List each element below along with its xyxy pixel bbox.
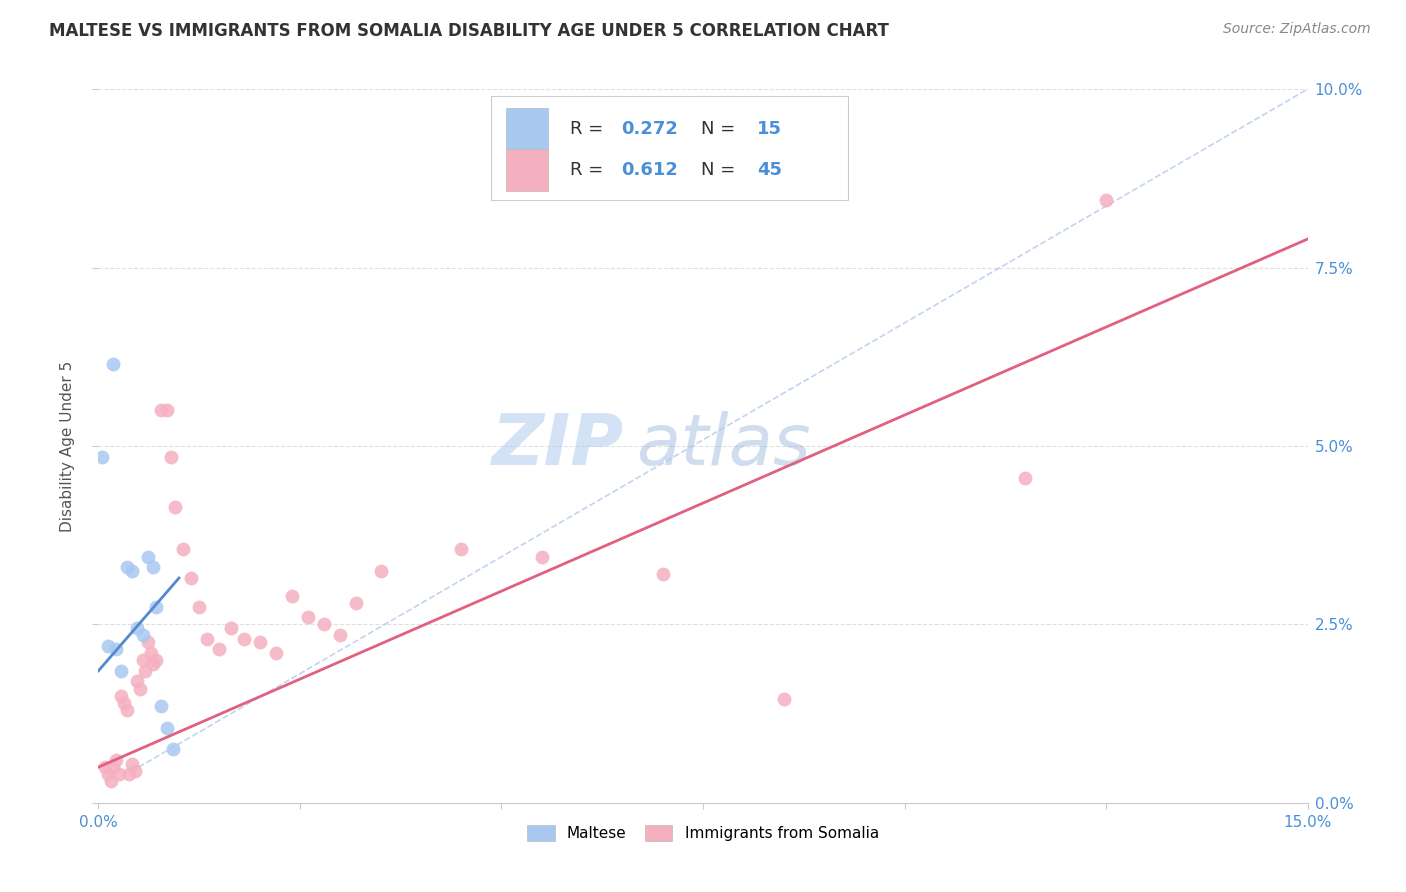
Point: [110, 689, 132, 703]
Point: [101, 760, 124, 774]
Point: [112, 696, 135, 710]
Text: MALTESE VS IMMIGRANTS FROM SOMALIA DISABILITY AGE UNDER 5 CORRELATION CHART: MALTESE VS IMMIGRANTS FROM SOMALIA DISAB…: [49, 22, 889, 40]
Point: [110, 664, 132, 678]
Point: [651, 567, 673, 582]
Point: [297, 610, 319, 624]
Point: [195, 632, 218, 646]
Point: [163, 500, 186, 514]
Text: N =: N =: [700, 120, 741, 138]
Point: [142, 657, 165, 671]
Point: [208, 642, 231, 657]
Point: [160, 450, 183, 464]
Point: [91, 450, 114, 464]
Point: [221, 621, 243, 635]
Point: [1095, 193, 1118, 207]
Point: [132, 653, 155, 667]
Text: N =: N =: [700, 161, 741, 178]
Point: [115, 560, 138, 574]
Text: 15: 15: [758, 120, 782, 138]
Text: 0.612: 0.612: [621, 161, 678, 178]
Point: [100, 774, 122, 789]
Point: [121, 756, 143, 771]
Point: [530, 549, 553, 564]
Point: [127, 674, 149, 689]
Point: [105, 753, 128, 767]
FancyBboxPatch shape: [506, 149, 548, 191]
Point: [450, 542, 472, 557]
Point: [105, 642, 128, 657]
Text: atlas: atlas: [637, 411, 811, 481]
Point: [172, 542, 194, 557]
Point: [101, 357, 124, 371]
Point: [188, 599, 211, 614]
Point: [97, 767, 120, 781]
Point: [138, 549, 160, 564]
FancyBboxPatch shape: [492, 96, 848, 200]
Point: [118, 767, 141, 781]
Point: [127, 621, 149, 635]
Text: 45: 45: [758, 161, 782, 178]
Point: [344, 596, 367, 610]
Point: [329, 628, 352, 642]
Point: [150, 403, 173, 417]
Point: [162, 742, 184, 756]
Point: [134, 664, 156, 678]
Point: [370, 564, 392, 578]
FancyBboxPatch shape: [506, 109, 548, 150]
Point: [129, 681, 152, 696]
Point: [232, 632, 254, 646]
Text: R =: R =: [569, 120, 609, 138]
Point: [142, 560, 165, 574]
Point: [97, 639, 120, 653]
Text: R =: R =: [569, 161, 609, 178]
Point: [264, 646, 287, 660]
Point: [138, 635, 160, 649]
Legend: Maltese, Immigrants from Somalia: Maltese, Immigrants from Somalia: [519, 817, 887, 848]
Text: ZIP: ZIP: [492, 411, 624, 481]
Y-axis label: Disability Age Under 5: Disability Age Under 5: [60, 360, 75, 532]
Point: [1014, 471, 1036, 485]
Point: [150, 699, 173, 714]
Text: 0.272: 0.272: [621, 120, 678, 138]
Point: [94, 760, 117, 774]
Point: [145, 653, 167, 667]
Point: [107, 767, 129, 781]
Point: [121, 564, 143, 578]
Point: [772, 692, 794, 706]
Point: [249, 635, 271, 649]
Point: [115, 703, 138, 717]
Text: Source: ZipAtlas.com: Source: ZipAtlas.com: [1223, 22, 1371, 37]
Point: [132, 628, 155, 642]
Point: [139, 646, 162, 660]
Point: [156, 403, 179, 417]
Point: [145, 599, 167, 614]
Point: [281, 589, 304, 603]
Point: [314, 617, 336, 632]
Point: [124, 764, 146, 778]
Point: [180, 571, 202, 585]
Point: [156, 721, 179, 735]
